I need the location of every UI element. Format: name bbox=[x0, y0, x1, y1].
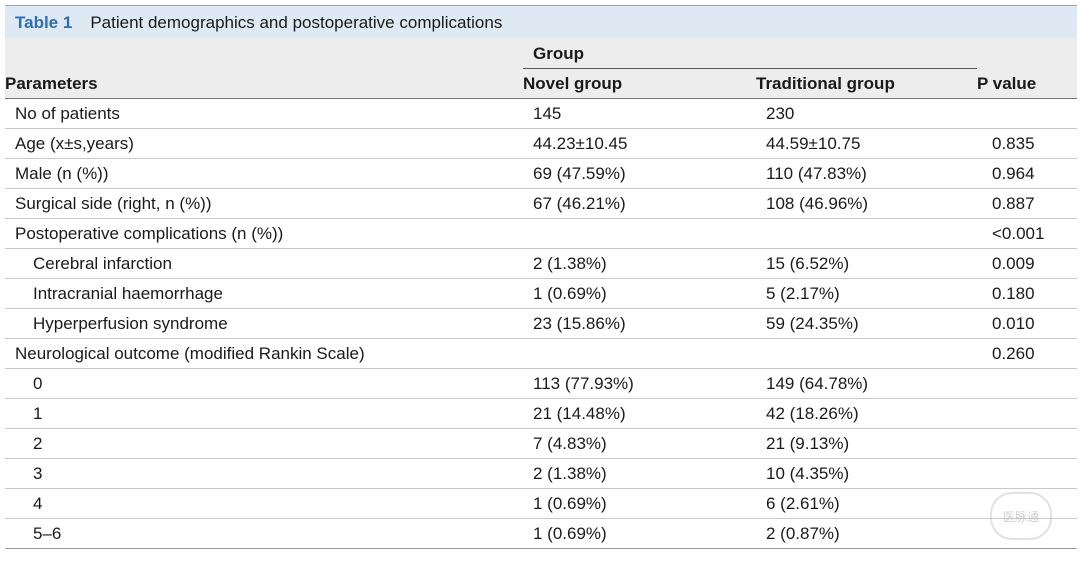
row-novel-value: 113 (77.93%) bbox=[523, 368, 756, 399]
row-traditional-value: 108 (46.96%) bbox=[756, 188, 977, 219]
row-p-value bbox=[977, 368, 1077, 399]
row-novel-value bbox=[523, 218, 756, 249]
row-traditional-value: 42 (18.26%) bbox=[756, 398, 977, 429]
table-row: Cerebral infarction 2 (1.38%) 15 (6.52%)… bbox=[5, 248, 1077, 279]
table-row: Age (x±s,years) 44.23±10.45 44.59±10.75 … bbox=[5, 128, 1077, 159]
row-parameter: Postoperative complications (n (%)) bbox=[5, 218, 523, 249]
table-header: Group Parameters Novel group Traditional… bbox=[5, 38, 1077, 99]
row-p-value bbox=[977, 458, 1077, 489]
table-row: No of patients 145 230 bbox=[5, 98, 1077, 129]
row-parameter: 0 bbox=[5, 368, 523, 399]
watermark-logo: 医脉通 bbox=[990, 492, 1052, 540]
row-parameter: Surgical side (right, n (%)) bbox=[5, 188, 523, 219]
row-parameter: Cerebral infarction bbox=[5, 248, 523, 279]
header-spacer-right bbox=[977, 38, 1077, 69]
table-container: Group Parameters Novel group Traditional… bbox=[5, 38, 1077, 549]
row-novel-value: 7 (4.83%) bbox=[523, 428, 756, 459]
row-traditional-value: 6 (2.61%) bbox=[756, 488, 977, 519]
parameters-header: Parameters bbox=[5, 69, 523, 99]
row-parameter: No of patients bbox=[5, 98, 523, 129]
row-novel-value: 21 (14.48%) bbox=[523, 398, 756, 429]
row-novel-value: 69 (47.59%) bbox=[523, 158, 756, 189]
table-title: Patient demographics and postoperative c… bbox=[90, 12, 503, 32]
row-traditional-value: 5 (2.17%) bbox=[756, 278, 977, 309]
row-novel-value: 67 (46.21%) bbox=[523, 188, 756, 219]
traditional-group-header: Traditional group bbox=[756, 69, 977, 99]
row-p-value: 0.180 bbox=[977, 278, 1077, 309]
row-traditional-value: 230 bbox=[756, 98, 977, 129]
group-header: Group bbox=[523, 44, 977, 69]
row-traditional-value: 10 (4.35%) bbox=[756, 458, 977, 489]
row-novel-value: 2 (1.38%) bbox=[523, 458, 756, 489]
row-parameter: 4 bbox=[5, 488, 523, 519]
table-row: Neurological outcome (modified Rankin Sc… bbox=[5, 338, 1077, 369]
table-caption: Table 1 Patient demographics and postope… bbox=[5, 5, 1077, 39]
row-parameter: Hyperperfusion syndrome bbox=[5, 308, 523, 339]
row-p-value bbox=[977, 98, 1077, 129]
table-row: 3 2 (1.38%) 10 (4.35%) bbox=[5, 458, 1077, 489]
row-traditional-value: 59 (24.35%) bbox=[756, 308, 977, 339]
row-p-value bbox=[977, 398, 1077, 429]
table-row: Hyperperfusion syndrome 23 (15.86%) 59 (… bbox=[5, 308, 1077, 339]
row-parameter: 2 bbox=[5, 428, 523, 459]
table-row: Surgical side (right, n (%)) 67 (46.21%)… bbox=[5, 188, 1077, 219]
row-novel-value: 1 (0.69%) bbox=[523, 278, 756, 309]
novel-group-header: Novel group bbox=[523, 69, 756, 99]
row-traditional-value: 44.59±10.75 bbox=[756, 128, 977, 159]
row-p-value: 0.835 bbox=[977, 128, 1077, 159]
row-novel-value bbox=[523, 338, 756, 369]
table-row: 2 7 (4.83%) 21 (9.13%) bbox=[5, 428, 1077, 459]
row-traditional-value: 2 (0.87%) bbox=[756, 518, 977, 549]
row-parameter: Neurological outcome (modified Rankin Sc… bbox=[5, 338, 523, 369]
row-parameter: Age (x±s,years) bbox=[5, 128, 523, 159]
row-novel-value: 1 (0.69%) bbox=[523, 488, 756, 519]
row-parameter: 5–6 bbox=[5, 518, 523, 549]
header-spacer bbox=[5, 38, 523, 69]
row-novel-value: 1 (0.69%) bbox=[523, 518, 756, 549]
row-traditional-value: 149 (64.78%) bbox=[756, 368, 977, 399]
table-row: 4 1 (0.69%) 6 (2.61%) bbox=[5, 488, 1077, 519]
table-row: Male (n (%)) 69 (47.59%) 110 (47.83%) 0.… bbox=[5, 158, 1077, 189]
row-parameter: 1 bbox=[5, 398, 523, 429]
row-p-value: 0.887 bbox=[977, 188, 1077, 219]
row-p-value: 0.010 bbox=[977, 308, 1077, 339]
p-value-header: P value bbox=[977, 69, 1077, 99]
row-traditional-value bbox=[756, 218, 977, 249]
row-novel-value: 44.23±10.45 bbox=[523, 128, 756, 159]
table-label: Table 1 bbox=[15, 12, 73, 32]
row-traditional-value: 21 (9.13%) bbox=[756, 428, 977, 459]
table-body: No of patients 145 230 Age (x±s,years) 4… bbox=[5, 98, 1077, 549]
demographics-table: Group Parameters Novel group Traditional… bbox=[5, 38, 1077, 549]
row-traditional-value bbox=[756, 338, 977, 369]
row-traditional-value: 110 (47.83%) bbox=[756, 158, 977, 189]
row-parameter: Intracranial haemorrhage bbox=[5, 278, 523, 309]
table-row: 0 113 (77.93%) 149 (64.78%) bbox=[5, 368, 1077, 399]
table-row: 1 21 (14.48%) 42 (18.26%) bbox=[5, 398, 1077, 429]
row-parameter: 3 bbox=[5, 458, 523, 489]
table-row: Intracranial haemorrhage 1 (0.69%) 5 (2.… bbox=[5, 278, 1077, 309]
row-novel-value: 2 (1.38%) bbox=[523, 248, 756, 279]
row-p-value: 0.964 bbox=[977, 158, 1077, 189]
row-p-value bbox=[977, 428, 1077, 459]
group-header-cell: Group bbox=[523, 38, 977, 69]
row-p-value: 0.009 bbox=[977, 248, 1077, 279]
row-p-value: <0.001 bbox=[977, 218, 1077, 249]
row-traditional-value: 15 (6.52%) bbox=[756, 248, 977, 279]
row-p-value: 0.260 bbox=[977, 338, 1077, 369]
table-row: Postoperative complications (n (%)) <0.0… bbox=[5, 218, 1077, 249]
row-novel-value: 145 bbox=[523, 98, 756, 129]
table-row: 5–6 1 (0.69%) 2 (0.87%) bbox=[5, 518, 1077, 549]
row-novel-value: 23 (15.86%) bbox=[523, 308, 756, 339]
row-parameter: Male (n (%)) bbox=[5, 158, 523, 189]
